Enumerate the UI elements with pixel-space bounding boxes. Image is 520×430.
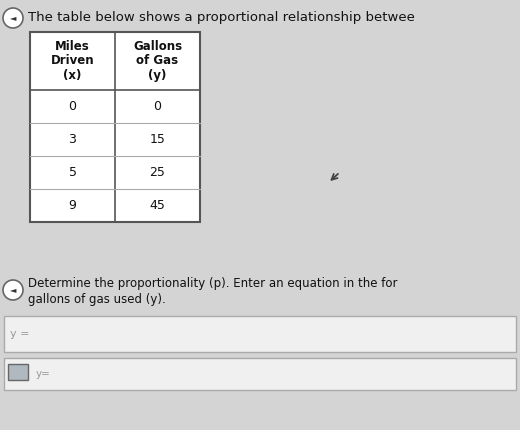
Text: ◄: ◄: [10, 286, 16, 295]
Text: 9: 9: [69, 199, 76, 212]
Text: Miles: Miles: [55, 40, 90, 53]
Text: Gallons: Gallons: [133, 40, 182, 53]
Text: (y): (y): [148, 68, 167, 82]
Text: y=: y=: [36, 369, 51, 379]
Text: The table below shows a proportional relationship betwee: The table below shows a proportional rel…: [28, 12, 415, 25]
Text: of Gas: of Gas: [136, 55, 178, 68]
Text: (x): (x): [63, 68, 82, 82]
Circle shape: [3, 280, 23, 300]
Circle shape: [3, 8, 23, 28]
Text: Determine the proportionality (p). Enter an equation in the for: Determine the proportionality (p). Enter…: [28, 276, 397, 289]
Text: 5: 5: [69, 166, 76, 179]
Text: 45: 45: [150, 199, 165, 212]
Bar: [8, 364, 28, 380]
Text: y =: y =: [10, 329, 30, 339]
Text: 0: 0: [153, 100, 162, 113]
Text: gallons of gas used (y).: gallons of gas used (y).: [28, 292, 166, 305]
Text: 3: 3: [69, 133, 76, 146]
Text: 15: 15: [150, 133, 165, 146]
Text: 25: 25: [150, 166, 165, 179]
Text: 0: 0: [69, 100, 76, 113]
Text: Driven: Driven: [50, 55, 94, 68]
Bar: [4, 316, 516, 352]
Bar: [4, 358, 516, 390]
Text: ◄: ◄: [10, 13, 16, 22]
Bar: [30, 32, 200, 222]
